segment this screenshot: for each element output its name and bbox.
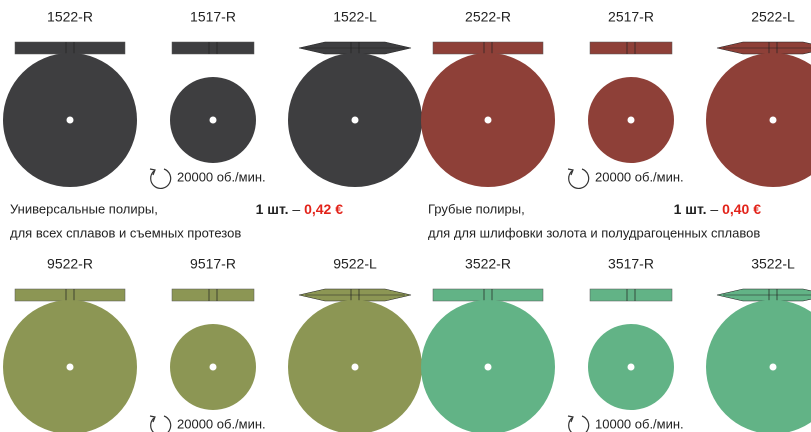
side-view <box>171 288 255 302</box>
product-code: 2522-L <box>751 9 795 25</box>
speed: 20000 об./мин. <box>595 169 684 184</box>
side-view <box>171 41 255 55</box>
product-code: 2522-R <box>465 9 511 25</box>
side-view <box>589 288 673 302</box>
rotation-arrow <box>567 168 574 176</box>
price-amount: 0,42 € <box>304 201 343 217</box>
product-code: 9522-L <box>333 256 377 272</box>
speed: 10000 об./мин. <box>595 416 684 431</box>
product-code: 3522-R <box>465 256 511 272</box>
price-amount: 0,40 € <box>722 201 761 217</box>
description: Универсальные полиры, <box>10 201 158 216</box>
product-code: 3517-R <box>608 256 654 272</box>
description: для для шлифовки золота и полудрагоценны… <box>428 225 760 240</box>
price: 1 шт. – 0,42 € <box>256 201 344 217</box>
product-code: 1522-R <box>47 9 93 25</box>
side-view <box>432 41 544 55</box>
disc-hole <box>209 116 217 124</box>
disc-hole <box>209 363 217 371</box>
price-separator: – <box>292 201 300 217</box>
disc <box>706 53 811 187</box>
rotation-icon <box>568 168 590 190</box>
product-code: 9522-R <box>47 256 93 272</box>
price-quantity: 1 шт. <box>674 201 707 217</box>
disc-hole <box>769 116 777 124</box>
disc-hole <box>484 116 492 124</box>
rotation-icon <box>150 415 172 432</box>
side-view <box>14 41 126 55</box>
product-code: 2517-R <box>608 9 654 25</box>
price-separator: – <box>710 201 718 217</box>
disc-hole <box>627 363 635 371</box>
disc-hole <box>627 116 635 124</box>
price-quantity: 1 шт. <box>256 201 289 217</box>
rotation-arrow <box>149 168 156 176</box>
disc-hole <box>769 363 777 371</box>
product-code: 3522-L <box>751 256 795 272</box>
disc-hole <box>66 116 74 124</box>
rotation-arrow <box>567 415 574 423</box>
speed: 20000 об./мин. <box>177 416 266 431</box>
side-view <box>589 41 673 55</box>
disc-hole <box>66 363 74 371</box>
disc <box>706 300 811 432</box>
product-code: 1522-L <box>333 9 377 25</box>
description: Грубые полиры, <box>428 201 525 216</box>
disc-hole <box>484 363 492 371</box>
side-view <box>432 288 544 302</box>
product-code: 1517-R <box>190 9 236 25</box>
rotation-arrow <box>149 415 156 423</box>
speed: 20000 об./мин. <box>177 169 266 184</box>
product-code: 9517-R <box>190 256 236 272</box>
disc-hole <box>351 363 359 371</box>
disc-hole <box>351 116 359 124</box>
description: для всех сплавов и съемных протезов <box>10 225 241 240</box>
rotation-icon <box>568 415 590 432</box>
rotation-icon <box>150 168 172 190</box>
price: 1 шт. – 0,40 € <box>674 201 762 217</box>
side-view <box>14 288 126 302</box>
